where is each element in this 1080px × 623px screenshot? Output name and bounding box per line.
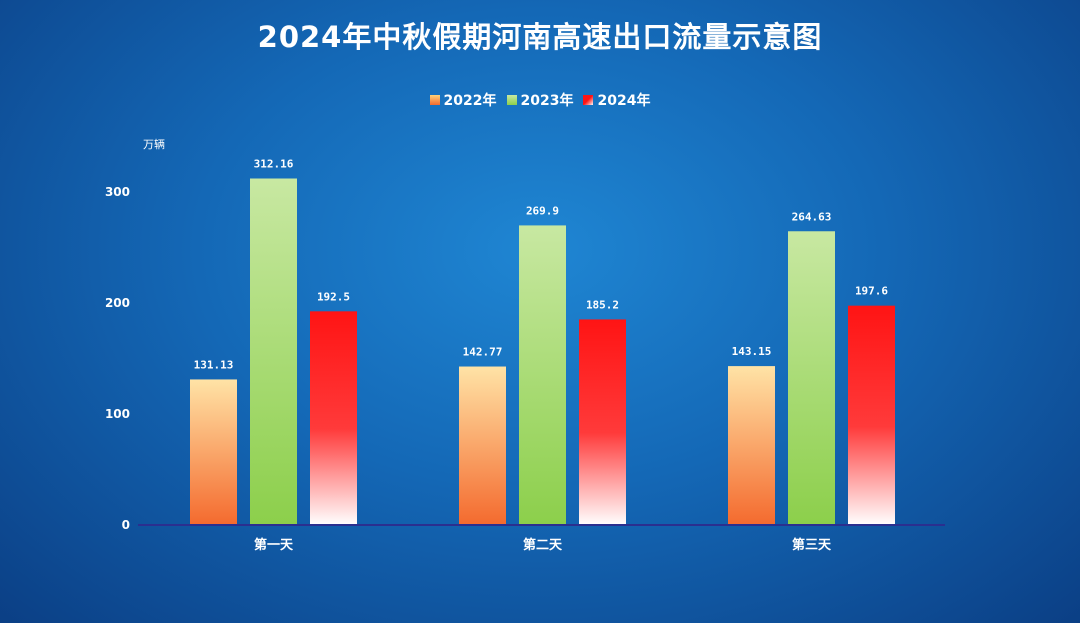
bar-2023-day3[interactable]	[788, 231, 835, 526]
bar-2024-day1[interactable]	[310, 311, 357, 525]
legend-item-2024[interactable]: 2024年	[583, 90, 650, 110]
y-tick-label: 300	[105, 185, 130, 199]
bar-2022-day1[interactable]	[190, 379, 237, 525]
bar-2022-day2[interactable]	[459, 366, 506, 525]
bar-2022-day3[interactable]	[728, 366, 775, 525]
bar-value-label: 142.77	[463, 346, 503, 359]
bar-2023-day1[interactable]	[250, 178, 297, 526]
bar-2024-day3[interactable]	[848, 305, 895, 525]
chart-legend: 2022年 2023年 2024年	[0, 90, 1080, 110]
bar-2023-day2[interactable]	[519, 225, 566, 525]
legend-label-2023: 2023年	[520, 93, 574, 109]
x-category-label: 第二天	[523, 537, 563, 553]
legend-swatch-2024	[583, 95, 594, 105]
y-axis-unit-label: 万辆	[143, 137, 165, 151]
legend-item-2023[interactable]: 2023年	[506, 90, 574, 110]
legend-label-2024: 2024年	[597, 93, 651, 109]
bar-value-label: 192.5	[317, 290, 350, 303]
y-axis-ticks: 0 100 200 300	[105, 185, 130, 532]
bar-value-label: 197.6	[855, 285, 888, 298]
y-tick-label: 0	[122, 518, 130, 532]
bars-group: 131.13 312.16 192.5 142.77 269.9 185.2 143.15 2…	[190, 158, 895, 526]
bar-value-label: 312.16	[254, 158, 294, 171]
bar-value-label: 143.15	[732, 345, 772, 358]
x-axis-categories: 第一天 第二天 第三天	[254, 537, 832, 553]
y-tick-label: 100	[105, 407, 130, 421]
legend-swatch-2023	[506, 95, 517, 105]
bar-value-label: 185.2	[586, 298, 619, 311]
bar-value-label: 269.9	[526, 204, 559, 217]
x-category-label: 第一天	[254, 537, 294, 553]
x-category-label: 第三天	[792, 537, 832, 553]
legend-swatch-2022	[429, 95, 440, 105]
bar-2024-day2[interactable]	[579, 319, 626, 525]
chart-title: 2024年中秋假期河南高速出口流量示意图	[257, 20, 823, 54]
bar-value-label: 264.63	[792, 210, 832, 223]
y-tick-label: 200	[105, 296, 130, 310]
legend-label-2022: 2022年	[443, 93, 497, 109]
legend-item-2022[interactable]: 2022年	[429, 90, 497, 110]
bar-value-label: 131.13	[194, 358, 234, 371]
